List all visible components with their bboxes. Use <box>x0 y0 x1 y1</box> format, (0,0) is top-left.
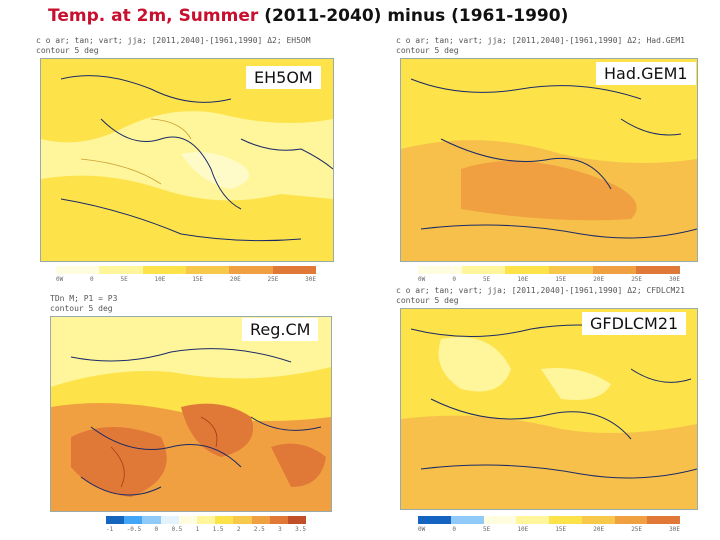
panel-regcm: TDn M; P1 = P3 contour 5 deg Reg.CM -1 -0… <box>36 294 336 538</box>
header-line-2: contour 5 deg <box>396 46 459 55</box>
panel-hadgem1: c o ar; tan; vart; jja; [2011,2040]-[196… <box>396 34 700 284</box>
title-variable: Temp. at 2m, Summer <box>48 6 259 26</box>
header-line-2: contour 5 deg <box>396 296 459 305</box>
panel-header: c o ar; tan; vart; jja; [2011,2040]-[196… <box>396 286 685 306</box>
map-hadgem1 <box>400 58 698 262</box>
model-label: Had.GEM1 <box>596 62 696 85</box>
colorbar <box>418 516 680 524</box>
page-title: Temp. at 2m, Summer (2011-2040) minus (1… <box>48 6 568 26</box>
model-label: Reg.CM <box>242 318 319 341</box>
panel-eh5om: c o ar; tan; vart; jja; [2011,2040]-[196… <box>36 34 336 284</box>
header-line-2: contour 5 deg <box>36 46 99 55</box>
colorbar-ticks: -1 -0.5 0 0.5 1 1.5 2 2.5 3 3.5 <box>106 526 306 533</box>
colorbar-ticks: 0W 0 5E 10E 15E 20E 25E 30E <box>418 526 680 533</box>
colorbar-ticks: 0W 0 5E 10E 15E 20E 25E 30E <box>56 276 316 283</box>
title-period: (2011-2040) minus (1961-1990) <box>264 6 569 26</box>
model-label: GFDLCM21 <box>582 312 687 335</box>
colorbar <box>106 516 307 524</box>
header-line-1: TDn M; P1 = P3 <box>50 294 118 303</box>
map-gfdlcm21 <box>400 308 698 510</box>
header-line-1: c o ar; tan; vart; jja; [2011,2040]-[196… <box>36 36 311 45</box>
header-line-1: c o ar; tan; vart; jja; [2011,2040]-[196… <box>396 286 685 295</box>
panel-header: c o ar; tan; vart; jja; [2011,2040]-[196… <box>36 36 311 56</box>
map-regcm <box>50 316 332 512</box>
panel-header: TDn M; P1 = P3 contour 5 deg <box>50 294 117 314</box>
colorbar <box>56 266 316 274</box>
colorbar <box>418 266 681 274</box>
colorbar-ticks: 0W 0 5E 10E 15E 20E 25E 30E <box>418 276 680 283</box>
model-label: EH5OM <box>246 66 321 89</box>
panel-header: c o ar; tan; vart; jja; [2011,2040]-[196… <box>396 36 685 56</box>
header-line-1: c o ar; tan; vart; jja; [2011,2040]-[196… <box>396 36 685 45</box>
header-line-2: contour 5 deg <box>50 304 113 313</box>
panel-gfdlcm21: c o ar; tan; vart; jja; [2011,2040]-[196… <box>396 284 700 538</box>
